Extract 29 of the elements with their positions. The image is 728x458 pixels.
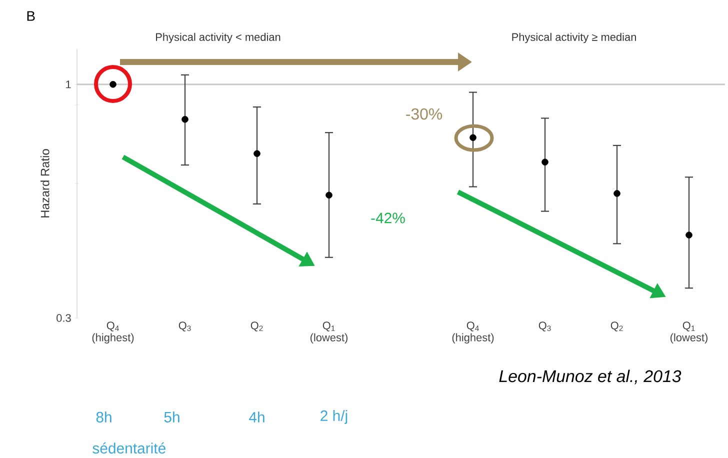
y-axis-title: Hazard Ratio — [40, 149, 50, 218]
point — [614, 190, 620, 197]
point — [470, 134, 476, 142]
text: 5h — [164, 412, 180, 422]
x-tick-label: Q$_{2}$ — [250, 322, 263, 332]
point — [326, 192, 332, 199]
annotation: -42% — [371, 212, 405, 224]
x-tick-label: Q$_{4}$ (highest) — [452, 322, 494, 344]
text: Physical activity ≥ median — [512, 32, 636, 44]
annotation: -30% — [406, 108, 442, 120]
text: 2 h/j — [320, 410, 348, 424]
text: 8h — [96, 412, 112, 422]
point — [182, 116, 188, 123]
text: B — [27, 11, 35, 21]
x-tick-label: Q$_{2}$ — [610, 322, 623, 332]
x-tick-label: Q$_{1}$ (lowest) — [310, 322, 348, 344]
y-tick-label: 1 — [66, 80, 71, 88]
y-tick-label: 0.3 — [56, 314, 71, 322]
x-tick-label: Q$_{3}$ — [178, 322, 191, 332]
point — [686, 232, 692, 238]
x-tick-label: Q$_{1}$ (lowest) — [670, 322, 708, 344]
text: Leon-Munoz et al., 2013 — [499, 370, 682, 384]
point — [254, 150, 260, 157]
text: 4h — [249, 412, 264, 422]
x-tick-label: Q$_{3}$ — [538, 322, 551, 332]
text: Physical activity < median — [156, 32, 280, 44]
point — [542, 158, 548, 166]
x-tick-label: Q$_{4}$ (highest) — [92, 322, 134, 344]
text: sédentarité — [92, 442, 166, 454]
